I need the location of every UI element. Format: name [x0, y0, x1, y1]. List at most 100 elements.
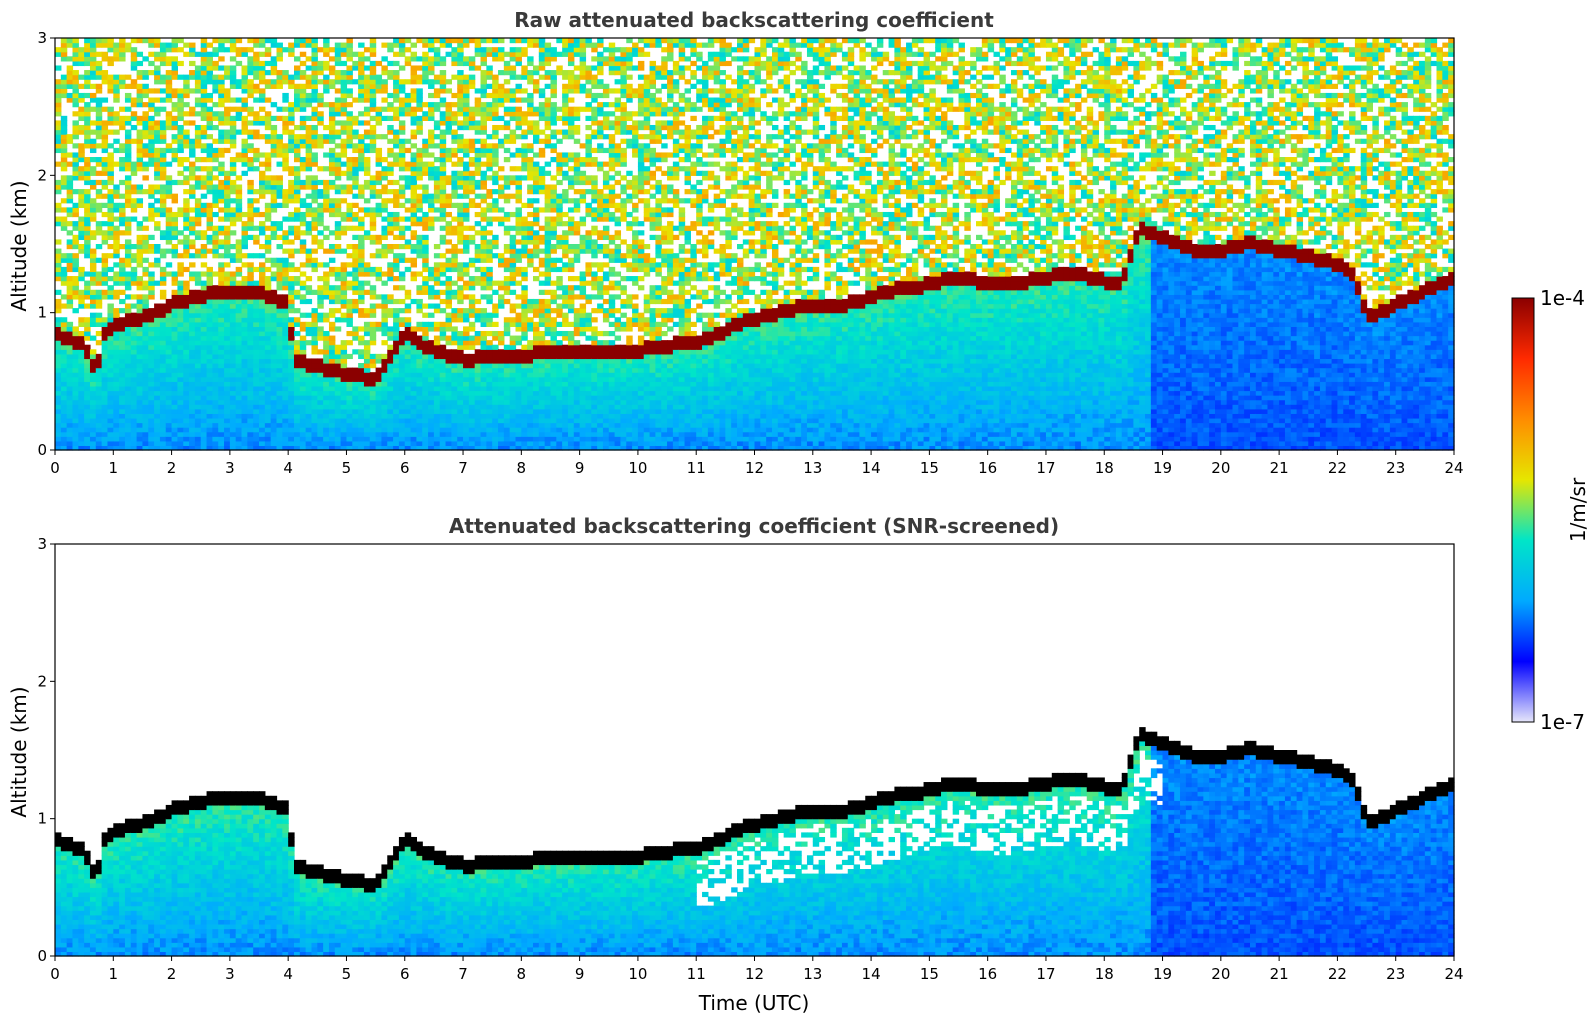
heatmap-cell	[340, 102, 348, 108]
heatmap-cell	[422, 353, 429, 360]
heatmap-cell	[194, 326, 202, 332]
heatmap-cell	[276, 330, 283, 337]
heatmap-cell	[323, 51, 330, 57]
heatmap-cell	[474, 381, 482, 387]
heatmap-cell	[381, 253, 388, 259]
heatmap-cell	[224, 202, 231, 208]
heatmap-cell	[241, 262, 248, 268]
heatmap-cell	[264, 70, 272, 76]
heatmap-cell	[416, 248, 423, 254]
heatmap-cell	[381, 326, 388, 332]
heatmap-cell	[340, 83, 348, 89]
heatmap-cell	[282, 294, 289, 300]
heatmap-cell	[200, 326, 208, 332]
heatmap-cell	[101, 124, 109, 131]
heatmap-cell	[416, 239, 423, 245]
heatmap-cell	[224, 353, 231, 360]
heatmap-cell	[340, 312, 348, 318]
heatmap-cell	[480, 51, 487, 57]
heatmap-cell	[107, 431, 114, 437]
heatmap-cell	[55, 440, 62, 447]
heatmap-cell	[194, 413, 202, 419]
heatmap-cell	[218, 413, 225, 419]
heatmap-cell	[375, 157, 383, 163]
heatmap-cell	[84, 79, 91, 85]
heatmap-cell	[124, 294, 132, 300]
heatmap-cell	[194, 422, 202, 428]
heatmap-cell	[433, 198, 441, 204]
heatmap-cell	[445, 431, 452, 437]
heatmap-cell	[463, 422, 470, 428]
heatmap-cell	[107, 289, 114, 295]
heatmap-cell	[294, 445, 301, 451]
heatmap-cell	[387, 115, 394, 121]
heatmap-cell	[334, 234, 342, 241]
heatmap-cell	[457, 51, 464, 57]
heatmap-cell	[270, 312, 278, 318]
heatmap-cell	[340, 280, 348, 286]
heatmap-cell	[101, 335, 109, 341]
heatmap-cell	[183, 390, 190, 396]
heatmap-cell	[457, 92, 464, 99]
heatmap-cell	[358, 262, 365, 268]
heatmap-cell	[177, 124, 184, 131]
heatmap-cell	[346, 298, 353, 305]
heatmap-cell	[159, 280, 167, 286]
heatmap-cell	[84, 157, 91, 163]
heatmap-cell	[358, 74, 365, 80]
heatmap-cell	[294, 372, 301, 378]
heatmap-cell	[294, 230, 301, 236]
heatmap-cell	[270, 230, 278, 236]
heatmap-cell	[84, 189, 91, 195]
heatmap-cell	[305, 436, 313, 442]
heatmap-cell	[212, 184, 219, 190]
heatmap-cell	[352, 175, 359, 181]
heatmap-cell	[480, 372, 487, 378]
heatmap-cell	[55, 427, 62, 433]
heatmap-cell	[299, 38, 307, 44]
heatmap-cell	[84, 436, 91, 442]
heatmap-cell	[247, 385, 254, 392]
heatmap-cell	[235, 211, 243, 218]
heatmap-cell	[328, 157, 336, 163]
heatmap-cell	[78, 276, 85, 282]
heatmap-cell	[428, 431, 435, 437]
heatmap-cell	[84, 120, 91, 126]
heatmap-cell	[136, 38, 144, 44]
heatmap-cell	[305, 372, 313, 378]
heatmap-cell	[305, 285, 313, 291]
heatmap-cell	[352, 417, 359, 424]
heatmap-cell	[194, 276, 202, 282]
heatmap-cell	[148, 330, 155, 337]
heatmap-cell	[95, 431, 103, 437]
heatmap-cell	[346, 413, 353, 419]
heatmap-cell	[200, 253, 208, 259]
heatmap-cell	[323, 372, 330, 378]
heatmap-cell	[282, 257, 289, 263]
heatmap-cell	[259, 120, 266, 126]
heatmap-cell	[189, 385, 196, 392]
heatmap-cell	[107, 395, 114, 401]
heatmap-cell	[218, 166, 225, 172]
heatmap-cell	[78, 399, 85, 405]
heatmap-cell	[428, 216, 435, 222]
heatmap-cell	[247, 92, 254, 99]
heatmap-cell	[247, 349, 254, 355]
heatmap-cell	[474, 363, 482, 369]
heatmap-cell	[463, 239, 470, 245]
heatmap-cell	[142, 399, 149, 405]
heatmap-cell	[358, 381, 365, 387]
heatmap-cell	[95, 202, 103, 208]
heatmap-cell	[352, 65, 359, 71]
heatmap-cell	[247, 440, 254, 447]
heatmap-cell	[200, 404, 208, 410]
heatmap-cell	[200, 115, 208, 121]
heatmap-cell	[463, 152, 470, 158]
heatmap-cell	[55, 184, 62, 190]
heatmap-cell	[270, 445, 278, 451]
heatmap-cell	[410, 74, 418, 80]
heatmap-cell	[410, 349, 418, 355]
heatmap-cell	[224, 321, 231, 327]
heatmap-cell	[410, 202, 418, 208]
